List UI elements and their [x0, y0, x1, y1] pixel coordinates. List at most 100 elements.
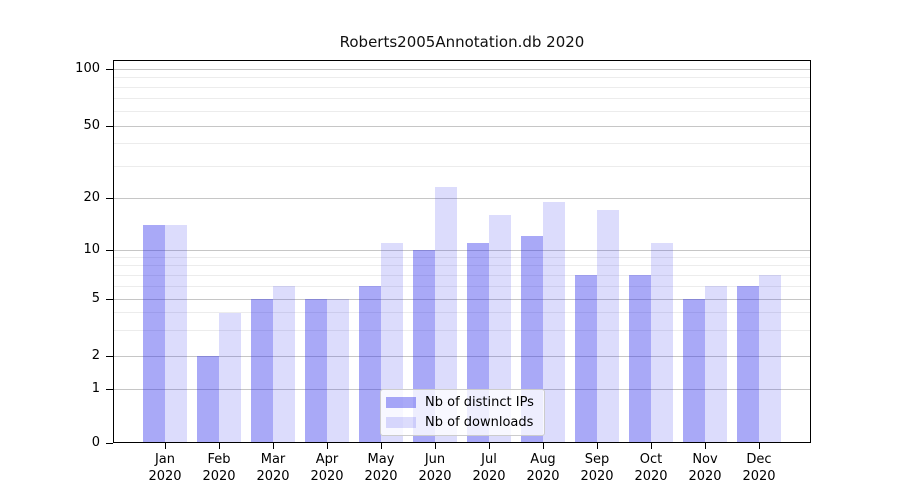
- y-tick-label: 5: [91, 291, 100, 306]
- x-tick-month: Jun: [424, 452, 446, 467]
- minor-gridline: [114, 86, 810, 88]
- y-tick-mark: [106, 125, 113, 127]
- x-tick-mark: [758, 443, 760, 449]
- bar-distinct-ips-apr: [305, 299, 327, 443]
- y-tick-label: 2: [91, 348, 100, 363]
- bar-distinct-ips-jan: [143, 224, 165, 443]
- major-gridline: [114, 197, 810, 199]
- minor-gridline: [114, 77, 810, 79]
- y-tick-mark: [106, 442, 113, 444]
- x-tick-year: 2020: [148, 469, 182, 484]
- x-tick-mark: [218, 443, 220, 449]
- plot-border: [113, 60, 811, 443]
- x-tick-label: Feb 2020: [189, 451, 249, 485]
- x-tick-month: Sep: [584, 452, 610, 467]
- bar-downloads-jun: [435, 187, 457, 443]
- x-tick-year: 2020: [256, 469, 290, 484]
- x-tick-month: Apr: [315, 452, 339, 467]
- x-tick-mark: [596, 443, 598, 449]
- bar-downloads-feb: [219, 312, 241, 443]
- minor-gridline: [114, 143, 810, 145]
- bar-distinct-ips-oct: [629, 275, 651, 443]
- x-tick-year: 2020: [202, 469, 236, 484]
- minor-gridline: [114, 97, 810, 99]
- x-tick-label: Jun 2020: [405, 451, 465, 485]
- x-tick-year: 2020: [472, 469, 506, 484]
- bar-downloads-dec: [759, 275, 781, 443]
- x-tick-year: 2020: [688, 469, 722, 484]
- x-tick-mark: [272, 443, 274, 449]
- minor-gridline: [114, 285, 810, 287]
- x-tick-month: Jul: [481, 452, 497, 467]
- bar-downloads-mar: [273, 286, 295, 443]
- legend-label: Nb of distinct IPs: [425, 395, 534, 411]
- minor-gridline: [114, 256, 810, 258]
- legend: Nb of distinct IPs Nb of downloads: [380, 389, 545, 436]
- x-tick-mark: [164, 443, 166, 449]
- x-tick-mark: [380, 443, 382, 449]
- bar-downloads-jul: [489, 214, 511, 443]
- major-gridline: [114, 355, 810, 357]
- x-tick-mark: [542, 443, 544, 449]
- x-tick-label: Oct 2020: [621, 451, 681, 485]
- minor-gridline: [114, 165, 810, 167]
- x-tick-label: Mar 2020: [243, 451, 303, 485]
- major-gridline: [114, 68, 810, 70]
- x-tick-month: Feb: [207, 452, 231, 467]
- x-tick-year: 2020: [526, 469, 560, 484]
- x-tick-mark: [704, 443, 706, 449]
- minor-gridline: [114, 265, 810, 267]
- x-tick-month: Aug: [530, 452, 556, 467]
- x-tick-month: Mar: [260, 452, 286, 467]
- x-tick-mark: [650, 443, 652, 449]
- y-tick-mark: [106, 249, 113, 251]
- x-tick-label: Aug 2020: [513, 451, 573, 485]
- y-tick-label: 1: [91, 381, 100, 396]
- y-tick-label: 50: [83, 118, 100, 133]
- minor-gridline: [114, 274, 810, 276]
- y-tick-mark: [106, 388, 113, 390]
- x-tick-mark: [326, 443, 328, 449]
- x-tick-year: 2020: [634, 469, 668, 484]
- bar-downloads-sep: [597, 210, 619, 443]
- bar-downloads-apr: [327, 299, 349, 443]
- x-tick-month: Oct: [639, 452, 663, 467]
- legend-item: Nb of downloads: [386, 415, 539, 430]
- y-tick-mark: [106, 197, 113, 199]
- x-tick-label: Dec 2020: [729, 451, 789, 485]
- x-tick-year: 2020: [364, 469, 398, 484]
- x-tick-year: 2020: [580, 469, 614, 484]
- x-tick-year: 2020: [742, 469, 776, 484]
- y-tick-label: 0: [91, 435, 100, 450]
- x-tick-label: Nov 2020: [675, 451, 735, 485]
- major-gridline: [114, 298, 810, 300]
- y-tick-mark: [106, 68, 113, 70]
- minor-gridline: [114, 110, 810, 112]
- legend-swatch-downloads: [386, 416, 416, 428]
- bar-distinct-ips-dec: [737, 286, 759, 443]
- x-tick-mark: [434, 443, 436, 449]
- x-tick-year: 2020: [310, 469, 344, 484]
- y-tick-label: 10: [83, 242, 100, 257]
- bar-distinct-ips-nov: [683, 299, 705, 443]
- x-tick-label: May 2020: [351, 451, 411, 485]
- bar-distinct-ips-may: [359, 286, 381, 443]
- x-tick-mark: [488, 443, 490, 449]
- bar-downloads-nov: [705, 286, 727, 443]
- x-tick-label: Jan 2020: [135, 451, 195, 485]
- bar-downloads-oct: [651, 242, 673, 443]
- bar-downloads-jan: [165, 224, 187, 443]
- minor-gridline: [114, 312, 810, 314]
- y-tick-label: 100: [75, 61, 100, 76]
- bar-distinct-ips-sep: [575, 275, 597, 443]
- legend-swatch-distinct-ips: [386, 397, 416, 409]
- minor-gridline: [114, 330, 810, 332]
- x-tick-month: Dec: [746, 452, 772, 467]
- x-tick-year: 2020: [418, 469, 452, 484]
- major-gridline: [114, 125, 810, 127]
- y-tick-mark: [106, 355, 113, 357]
- legend-item: Nb of distinct IPs: [386, 395, 539, 410]
- bar-downloads-aug: [543, 201, 565, 443]
- major-gridline: [114, 249, 810, 251]
